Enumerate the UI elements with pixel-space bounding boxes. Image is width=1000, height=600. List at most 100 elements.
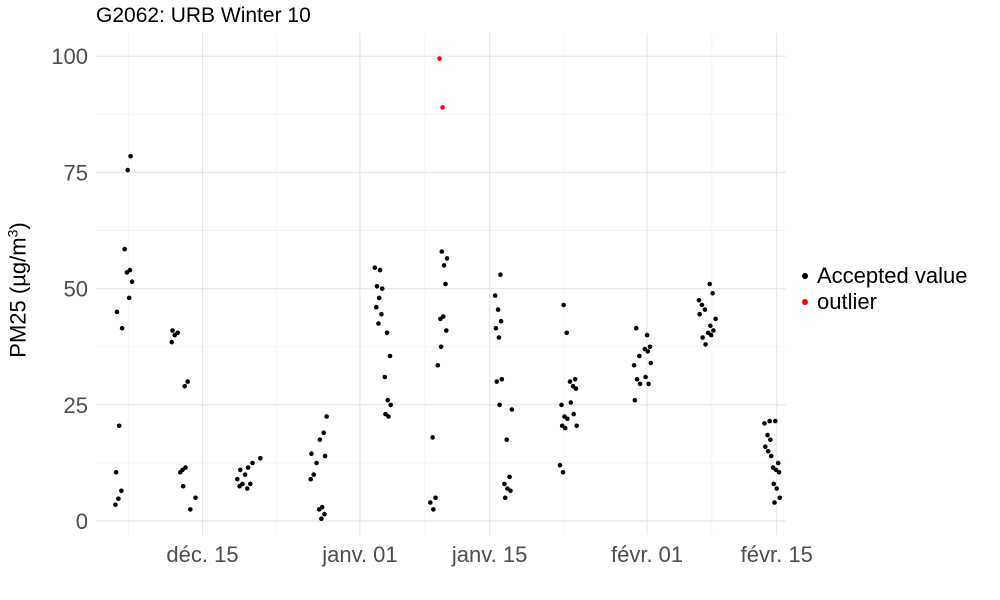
data-point-accepted [504,437,510,443]
data-point-accepted [116,423,122,429]
data-point-accepted [235,476,240,482]
legend: Accepted value outlier [802,263,967,315]
y-axis-label: PM25 (µg/m3) [4,222,31,358]
data-point-accepted [762,421,767,426]
data-point-accepted [637,381,643,387]
data-point-accepted [372,265,378,271]
data-point-accepted [183,465,188,470]
x-tick-label: févr. 15 [741,542,813,567]
data-point-accepted [502,481,507,487]
data-point-accepted [443,281,448,287]
data-point-accepted [498,272,503,278]
data-point-accepted [309,451,314,457]
legend-swatch-outlier [802,299,808,305]
legend-label-accepted: Accepted value [817,263,968,288]
data-point-outlier [437,56,442,61]
data-point-accepted [560,470,566,475]
x-tick-label: janv. 01 [321,542,397,567]
legend-swatch-accepted [802,273,808,279]
data-point-accepted [113,502,118,508]
data-point-accepted [559,402,564,408]
data-point-accepted [324,414,329,419]
data-point-accepted [314,460,319,466]
data-point-accepted [379,311,384,317]
data-point-accepted [713,316,718,322]
data-point-accepted [386,414,391,419]
data-point-accepted [571,411,576,417]
data-point-accepted [441,263,447,268]
data-point-accepted [180,483,186,489]
data-point-accepted [441,314,446,319]
data-point-accepted [308,476,314,482]
data-point-accepted [497,402,502,408]
data-point-accepted [647,344,653,350]
data-point-accepted [703,342,708,347]
y-tick-label: 0 [76,509,88,534]
data-point-accepted [193,495,198,501]
data-point-accepted [644,332,650,338]
data-point-accepted [113,470,119,475]
data-point-accepted [699,302,705,308]
data-point-accepted [776,470,782,475]
data-point-accepted [645,349,651,354]
data-point-accepted [385,397,391,403]
legend-item-accepted: Accepted value [802,263,967,289]
data-point-accepted [428,500,433,505]
data-point-accepted [700,335,705,340]
data-point-accepted [119,325,125,331]
data-point-accepted [767,418,772,424]
legend-label-outlier: outlier [817,289,877,314]
data-point-accepted [387,353,393,359]
data-point-accepted [433,495,438,501]
data-point-accepted [242,472,248,477]
data-point-accepted [696,298,702,303]
y-tick-label: 25 [64,393,88,418]
data-point-accepted [248,481,253,487]
data-point-accepted [438,344,444,350]
data-point-accepted [773,418,778,424]
data-point-accepted [311,472,317,477]
x-tick-label: févr. 01 [611,542,683,567]
data-point-accepted [444,328,449,333]
data-point-accepted [374,304,379,310]
data-point-outlier [440,105,445,110]
data-point-accepted [632,397,638,403]
data-point-accepted [185,379,190,384]
data-point-accepted [122,246,127,252]
data-point-accepted [126,295,132,301]
data-point-accepted [376,295,382,301]
data-point-accepted [708,323,713,329]
x-tick-label: janv. 15 [451,542,527,567]
data-point-accepted [376,321,381,326]
data-point-accepted [182,384,187,389]
data-point-accepted [493,325,499,331]
data-point-accepted [574,423,579,429]
data-point-accepted [116,496,121,502]
data-point-accepted [498,318,504,324]
data-point-accepted [765,449,771,454]
data-point-accepted [322,511,327,517]
data-point-accepted [250,460,255,466]
data-point-accepted [637,353,642,359]
data-point-accepted [508,488,513,494]
data-points [113,56,782,521]
data-point-accepted [240,481,245,487]
data-point-accepted [169,339,175,345]
data-point-accepted [565,416,570,422]
data-point-accepted [499,377,505,382]
data-point-accepted [317,437,323,443]
data-point-accepted [564,330,569,336]
data-point-accepted [382,374,388,380]
data-point-accepted [319,504,325,510]
data-point-accepted [379,286,385,291]
data-point-accepted [114,309,120,315]
data-point-accepted [238,467,243,473]
data-point-accepted [509,407,515,412]
data-point-accepted [643,374,648,380]
axis-labels: 0 25 50 75 100 déc. 15 janv. 01 janv. 15 févr. 0… [51,44,813,567]
data-point-accepted [492,293,498,298]
data-point-accepted [188,507,193,512]
data-point-accepted [431,507,436,512]
data-point-accepted [774,486,779,491]
